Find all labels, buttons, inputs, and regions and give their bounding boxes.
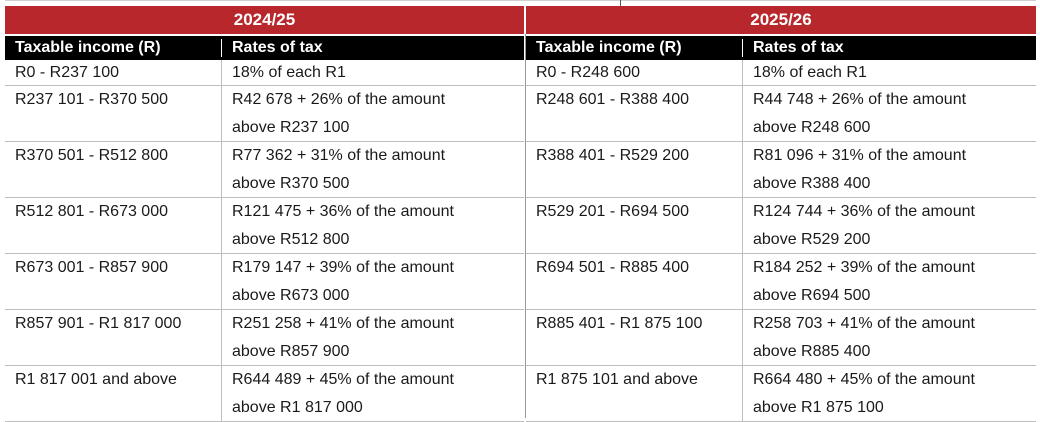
income-bracket-text: R1 875 101 and above: [536, 371, 698, 388]
rate-of-tax-cell: R251 258 + 41% of the amount above R857 9…: [221, 310, 524, 365]
year-heading: 2025/26: [526, 6, 1036, 34]
rate-line-1: R42 678 + 26% of the amount: [232, 91, 446, 108]
table-row: R885 401 - R1 875 100 R258 703 + 41% of t…: [526, 310, 1036, 366]
rate-line-2: above R370 500: [232, 174, 350, 192]
rate-line-2: above R1 817 000: [232, 398, 363, 416]
table-row: R673 001 - R857 900 R179 147 + 39% of the…: [5, 254, 524, 310]
rate-of-tax-cell: R124 744 + 36% of the amount above R529 2…: [742, 198, 1036, 253]
rate-line-2: above R388 400: [753, 174, 871, 192]
rate-line-1: R121 475 + 36% of the amount: [232, 203, 454, 220]
rate-line-1: R251 258 + 41% of the amount: [232, 315, 454, 332]
taxable-income-cell: R370 501 - R512 800: [5, 142, 221, 197]
rate-line-2: above R694 500: [753, 286, 871, 304]
top-tick-mark: [620, 0, 621, 6]
table-row: R1 817 001 and above R644 489 + 45% of th…: [5, 366, 524, 422]
rate-line-1: R44 748 + 26% of the amount: [753, 91, 967, 108]
header-rates-of-tax: Rates of tax: [221, 39, 524, 57]
table-row: R0 - R248 600 18% of each R1: [526, 60, 1036, 86]
income-bracket-text: R1 817 001 and above: [15, 371, 177, 388]
taxable-income-cell: R694 501 - R885 400: [526, 254, 742, 309]
table-row: R1 875 101 and above R664 480 + 45% of th…: [526, 366, 1036, 422]
column-headers: Taxable income (R) Rates of tax: [5, 36, 524, 60]
table-body: R0 - R237 100 18% of each R1 R237 101 - R3…: [5, 60, 524, 422]
income-bracket-text: R512 801 - R673 000: [15, 203, 168, 220]
rate-line-2: above R885 400: [753, 342, 871, 360]
rate-of-tax-cell: R664 480 + 45% of the amount above R1 875…: [742, 366, 1036, 421]
column-headers: Taxable income (R) Rates of tax: [526, 36, 1036, 60]
rate-line-1: R77 362 + 31% of the amount: [232, 147, 446, 164]
rate-of-tax-cell: R179 147 + 39% of the amount above R673 0…: [221, 254, 524, 309]
income-bracket-text: R694 501 - R885 400: [536, 259, 689, 276]
taxable-income-cell: R248 601 - R388 400: [526, 86, 742, 141]
rate-line-1: R184 252 + 39% of the amount: [753, 259, 975, 276]
taxable-income-cell: R237 101 - R370 500: [5, 86, 221, 141]
income-bracket-text: R673 001 - R857 900: [15, 259, 168, 276]
table-body: R0 - R248 600 18% of each R1 R248 601 - R3…: [526, 60, 1036, 422]
income-bracket-text: R529 201 - R694 500: [536, 203, 689, 220]
taxable-income-cell: R0 - R237 100: [5, 60, 221, 85]
rate-of-tax-cell: 18% of each R1: [742, 60, 1036, 85]
rate-line-2: above R673 000: [232, 286, 350, 304]
rate-line-2: above R529 200: [753, 230, 871, 248]
income-bracket-text: R885 401 - R1 875 100: [536, 315, 703, 332]
table-2025-26: 2025/26 Taxable income (R) Rates of tax …: [526, 6, 1036, 422]
rate-of-tax-cell: R77 362 + 31% of the amount above R370 50…: [221, 142, 524, 197]
table-row: R388 401 - R529 200 R81 096 + 31% of the …: [526, 142, 1036, 198]
table-row: R694 501 - R885 400 R184 252 + 39% of the…: [526, 254, 1036, 310]
table-row: R370 501 - R512 800 R77 362 + 31% of the …: [5, 142, 524, 198]
rate-of-tax-cell: R184 252 + 39% of the amount above R694 5…: [742, 254, 1036, 309]
rate-line-2: above R237 100: [232, 118, 350, 136]
rate-of-tax-cell: R44 748 + 26% of the amount above R248 60…: [742, 86, 1036, 141]
rate-line-1: R179 147 + 39% of the amount: [232, 259, 454, 276]
table-row: R0 - R237 100 18% of each R1: [5, 60, 524, 86]
income-bracket-text: R388 401 - R529 200: [536, 147, 689, 164]
income-bracket-text: R0 - R248 600: [536, 64, 641, 81]
income-bracket-text: R237 101 - R370 500: [15, 91, 168, 108]
year-heading: 2024/25: [5, 6, 524, 34]
taxable-income-cell: R512 801 - R673 000: [5, 198, 221, 253]
rate-line-2: above R857 900: [232, 342, 350, 360]
rate-of-tax-cell: R42 678 + 26% of the amount above R237 10…: [221, 86, 524, 141]
tax-rates-document: 2024/25 Taxable income (R) Rates of tax …: [5, 0, 1036, 422]
taxable-income-cell: R1 817 001 and above: [5, 366, 221, 421]
rate-of-tax-cell: R81 096 + 31% of the amount above R388 40…: [742, 142, 1036, 197]
table-row: R512 801 - R673 000 R121 475 + 36% of the…: [5, 198, 524, 254]
table-row: R237 101 - R370 500 R42 678 + 26% of the …: [5, 86, 524, 142]
taxable-income-cell: R885 401 - R1 875 100: [526, 310, 742, 365]
taxable-income-cell: R1 875 101 and above: [526, 366, 742, 421]
rate-of-tax-cell: R644 489 + 45% of the amount above R1 817…: [221, 366, 524, 421]
rate-line-1: 18% of each R1: [232, 64, 346, 81]
top-rule: [5, 0, 1036, 1]
rate-line-1: R124 744 + 36% of the amount: [753, 203, 975, 220]
income-bracket-text: R0 - R237 100: [15, 64, 120, 81]
table-row: R529 201 - R694 500 R124 744 + 36% of the…: [526, 198, 1036, 254]
table-row: R248 601 - R388 400 R44 748 + 26% of the …: [526, 86, 1036, 142]
taxable-income-cell: R673 001 - R857 900: [5, 254, 221, 309]
rate-of-tax-cell: R121 475 + 36% of the amount above R512 8…: [221, 198, 524, 253]
header-rates-of-tax: Rates of tax: [742, 39, 1036, 57]
rate-line-2: above R1 875 100: [753, 398, 884, 416]
rate-line-1: R644 489 + 45% of the amount: [232, 371, 454, 388]
rate-line-1: R664 480 + 45% of the amount: [753, 371, 975, 388]
rate-line-2: above R248 600: [753, 118, 871, 136]
income-bracket-text: R370 501 - R512 800: [15, 147, 168, 164]
rate-line-1: R258 703 + 41% of the amount: [753, 315, 975, 332]
table-divider-line: [525, 34, 526, 418]
rate-line-1: R81 096 + 31% of the amount: [753, 147, 967, 164]
header-taxable-income: Taxable income (R): [15, 39, 161, 56]
rate-of-tax-cell: 18% of each R1: [221, 60, 524, 85]
taxable-income-cell: R0 - R248 600: [526, 60, 742, 85]
table-2024-25: 2024/25 Taxable income (R) Rates of tax …: [5, 6, 524, 422]
header-taxable-income: Taxable income (R): [536, 39, 682, 56]
income-bracket-text: R248 601 - R388 400: [536, 91, 689, 108]
taxable-income-cell: R529 201 - R694 500: [526, 198, 742, 253]
rate-of-tax-cell: R258 703 + 41% of the amount above R885 4…: [742, 310, 1036, 365]
rate-line-2: above R512 800: [232, 230, 350, 248]
table-row: R857 901 - R1 817 000 R251 258 + 41% of t…: [5, 310, 524, 366]
rate-line-1: 18% of each R1: [753, 64, 867, 81]
taxable-income-cell: R388 401 - R529 200: [526, 142, 742, 197]
income-bracket-text: R857 901 - R1 817 000: [15, 315, 182, 332]
taxable-income-cell: R857 901 - R1 817 000: [5, 310, 221, 365]
